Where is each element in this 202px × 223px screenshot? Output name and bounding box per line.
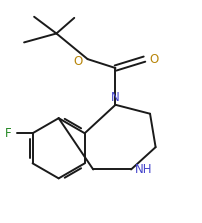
Text: NH: NH xyxy=(135,163,152,176)
Text: O: O xyxy=(150,53,159,66)
Text: F: F xyxy=(5,127,11,140)
Text: O: O xyxy=(73,55,82,68)
Text: N: N xyxy=(111,91,120,103)
